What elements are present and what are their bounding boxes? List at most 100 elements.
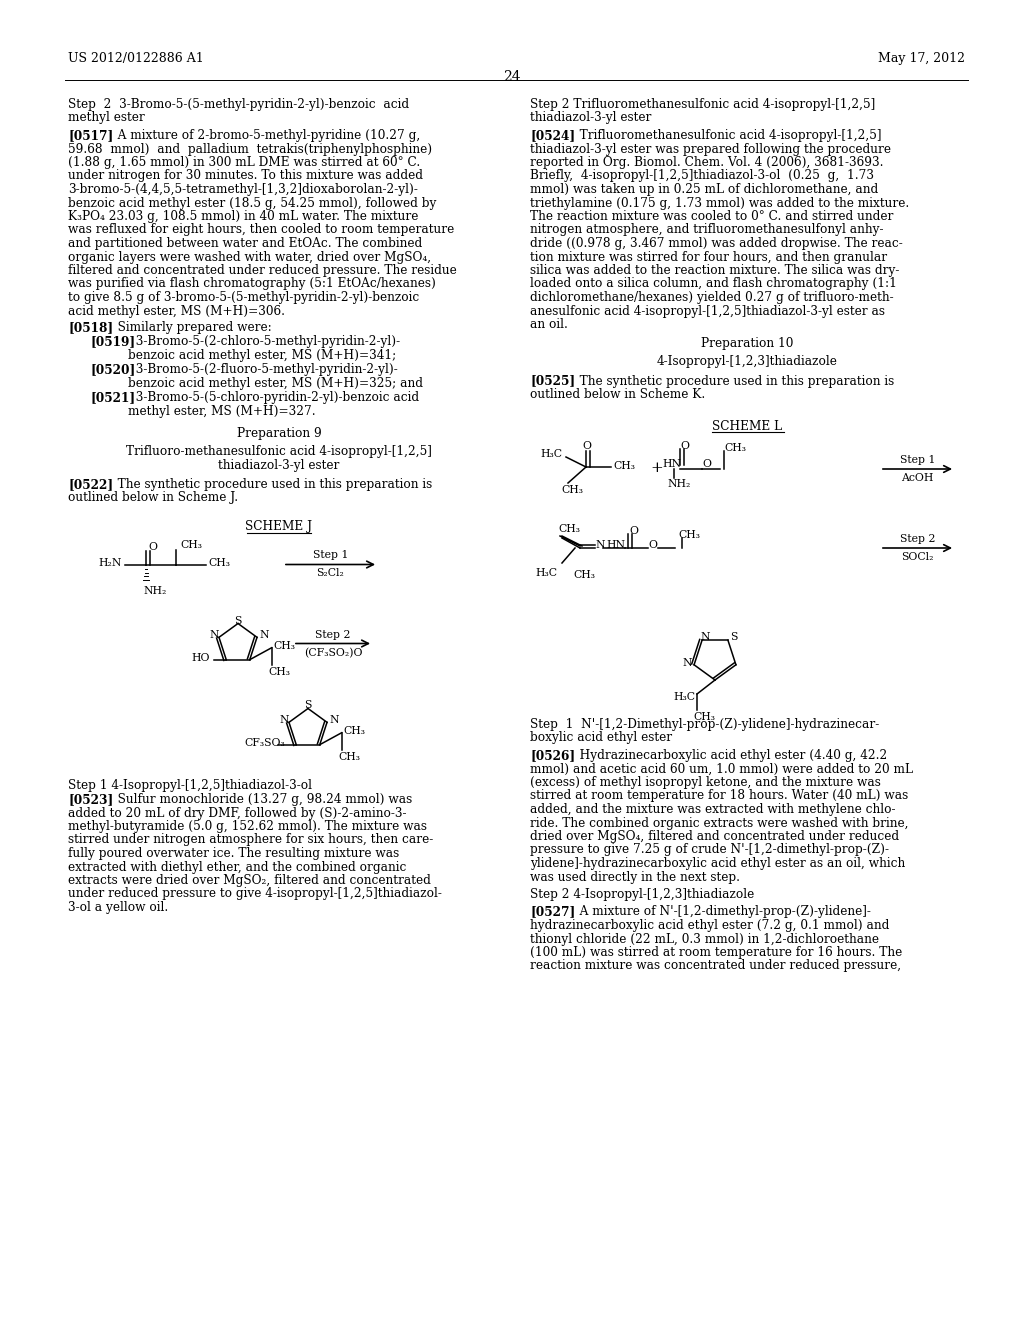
Text: Step 2: Step 2: [315, 630, 351, 639]
Text: Similarly prepared were:: Similarly prepared were:: [106, 321, 271, 334]
Text: CH₃: CH₃: [273, 640, 296, 651]
Text: outlined below in Scheme K.: outlined below in Scheme K.: [530, 388, 706, 401]
Text: CH₃: CH₃: [613, 461, 635, 471]
Text: CH₃: CH₃: [693, 711, 715, 722]
Text: O: O: [702, 459, 711, 469]
Text: triethylamine (0.175 g, 1.73 mmol) was added to the mixture.: triethylamine (0.175 g, 1.73 mmol) was a…: [530, 197, 909, 210]
Text: an oil.: an oil.: [530, 318, 568, 331]
Text: AcOH: AcOH: [901, 473, 934, 483]
Text: loaded onto a silica column, and flash chromatography (1:1: loaded onto a silica column, and flash c…: [530, 277, 897, 290]
Text: and partitioned between water and EtOAc. The combined: and partitioned between water and EtOAc.…: [68, 238, 422, 249]
Text: CH₃: CH₃: [678, 531, 700, 540]
Text: NH₂: NH₂: [667, 479, 690, 488]
Text: A mixture of N'-[1,2-dimethyl-prop-(Z)-ylidene]-: A mixture of N'-[1,2-dimethyl-prop-(Z)-y…: [568, 906, 870, 919]
Text: 3-bromo-5-(4,4,5,5-tetramethyl-[1,3,2]dioxaborolan-2-yl)-: 3-bromo-5-(4,4,5,5-tetramethyl-[1,3,2]di…: [68, 183, 418, 195]
Text: CH₃: CH₃: [573, 570, 595, 579]
Text: The reaction mixture was cooled to 0° C. and stirred under: The reaction mixture was cooled to 0° C.…: [530, 210, 893, 223]
Text: H₃C: H₃C: [535, 568, 557, 578]
Text: CH₃: CH₃: [561, 484, 583, 495]
Text: The synthetic procedure used in this preparation is: The synthetic procedure used in this pre…: [106, 478, 432, 491]
Text: benzoic acid methyl ester, MS (M+H)=341;: benzoic acid methyl ester, MS (M+H)=341;: [128, 348, 396, 362]
Text: Step  1  N'-[1,2-Dimethyl-prop-(Z)-ylidene]-hydrazinecar-: Step 1 N'-[1,2-Dimethyl-prop-(Z)-ylidene…: [530, 718, 880, 731]
Text: N: N: [595, 540, 604, 550]
Text: filtered and concentrated under reduced pressure. The residue: filtered and concentrated under reduced …: [68, 264, 457, 277]
Text: 24: 24: [503, 70, 521, 84]
Text: was used directly in the next step.: was used directly in the next step.: [530, 870, 740, 883]
Text: [0524]: [0524]: [530, 129, 575, 143]
Text: SCHEME L: SCHEME L: [713, 420, 782, 433]
Text: N: N: [700, 632, 710, 643]
Text: extracted with diethyl ether, and the combined organic: extracted with diethyl ether, and the co…: [68, 861, 407, 874]
Text: S: S: [304, 701, 311, 710]
Text: [0517]: [0517]: [68, 129, 114, 143]
Text: O: O: [648, 540, 657, 550]
Text: mmol) was taken up in 0.25 mL of dichloromethane, and: mmol) was taken up in 0.25 mL of dichlor…: [530, 183, 879, 195]
Text: K₃PO₄ 23.03 g, 108.5 mmol) in 40 mL water. The mixture: K₃PO₄ 23.03 g, 108.5 mmol) in 40 mL wate…: [68, 210, 419, 223]
Text: H₃C: H₃C: [540, 449, 562, 459]
Text: added to 20 mL of dry DMF, followed by (S)-2-amino-3-: added to 20 mL of dry DMF, followed by (…: [68, 807, 407, 820]
Text: [0525]: [0525]: [530, 375, 575, 388]
Text: [0523]: [0523]: [68, 793, 114, 807]
Text: [0526]: [0526]: [530, 748, 575, 762]
Text: Step  2  3-Bromo-5-(5-methyl-pyridin-2-yl)-benzoic  acid: Step 2 3-Bromo-5-(5-methyl-pyridin-2-yl)…: [68, 98, 410, 111]
Text: CH₃: CH₃: [344, 726, 366, 735]
Text: 4-Isopropyl-[1,2,3]thiadiazole: 4-Isopropyl-[1,2,3]thiadiazole: [657, 355, 838, 368]
Text: N: N: [209, 631, 218, 640]
Text: N: N: [259, 631, 268, 640]
Text: thiadiazol-3-yl ester was prepared following the procedure: thiadiazol-3-yl ester was prepared follo…: [530, 143, 891, 156]
Text: under nitrogen for 30 minutes. To this mixture was added: under nitrogen for 30 minutes. To this m…: [68, 169, 423, 182]
Text: benzoic acid methyl ester, MS (M+H)=325; and: benzoic acid methyl ester, MS (M+H)=325;…: [128, 378, 423, 389]
Text: Hydrazinecarboxylic acid ethyl ester (4.40 g, 42.2: Hydrazinecarboxylic acid ethyl ester (4.…: [568, 748, 887, 762]
Text: HN: HN: [662, 459, 681, 469]
Text: S₂Cl₂: S₂Cl₂: [316, 569, 344, 578]
Text: was refluxed for eight hours, then cooled to room temperature: was refluxed for eight hours, then coole…: [68, 223, 455, 236]
Text: US 2012/0122886 A1: US 2012/0122886 A1: [68, 51, 204, 65]
Text: May 17, 2012: May 17, 2012: [878, 51, 965, 65]
Text: O: O: [148, 541, 157, 552]
Text: nitrogen atmosphere, and trifluoromethanesulfonyl anhy-: nitrogen atmosphere, and trifluoromethan…: [530, 223, 884, 236]
Text: 3-Bromo-5-(2-chloro-5-methyl-pyridin-2-yl)-: 3-Bromo-5-(2-chloro-5-methyl-pyridin-2-y…: [128, 335, 400, 348]
Text: N: N: [329, 715, 339, 725]
Text: Step 1: Step 1: [900, 455, 935, 465]
Text: reported in Org. Biomol. Chem. Vol. 4 (2006), 3681-3693.: reported in Org. Biomol. Chem. Vol. 4 (2…: [530, 156, 884, 169]
Text: N: N: [682, 657, 691, 668]
Text: (CF₃SO₂)O: (CF₃SO₂)O: [304, 648, 362, 657]
Text: [0521]: [0521]: [90, 392, 135, 404]
Text: Step 2: Step 2: [900, 535, 935, 544]
Text: Preparation 10: Preparation 10: [701, 338, 794, 351]
Text: Sulfur monochloride (13.27 g, 98.24 mmol) was: Sulfur monochloride (13.27 g, 98.24 mmol…: [106, 793, 413, 807]
Text: added, and the mixture was extracted with methylene chlo-: added, and the mixture was extracted wit…: [530, 803, 896, 816]
Text: CH₃: CH₃: [208, 557, 230, 568]
Text: Step 2 Trifluoromethanesulfonic acid 4-isopropyl-[1,2,5]: Step 2 Trifluoromethanesulfonic acid 4-i…: [530, 98, 876, 111]
Text: pressure to give 7.25 g of crude N'-[1,2-dimethyl-prop-(Z)-: pressure to give 7.25 g of crude N'-[1,2…: [530, 843, 889, 857]
Text: anesulfonic acid 4-isopropyl-[1,2,5]thiadiazol-3-yl ester as: anesulfonic acid 4-isopropyl-[1,2,5]thia…: [530, 305, 885, 318]
Text: SOCl₂: SOCl₂: [901, 552, 934, 562]
Text: thiadiazol-3-yl ester: thiadiazol-3-yl ester: [530, 111, 651, 124]
Text: Trifluoromethanesulfonic acid 4-isopropyl-[1,2,5]: Trifluoromethanesulfonic acid 4-isopropy…: [568, 129, 882, 143]
Text: (excess) of methyl isopropyl ketone, and the mixture was: (excess) of methyl isopropyl ketone, and…: [530, 776, 881, 789]
Text: [0527]: [0527]: [530, 906, 575, 919]
Text: A mixture of 2-bromo-5-methyl-pyridine (10.27 g,: A mixture of 2-bromo-5-methyl-pyridine (…: [106, 129, 420, 143]
Text: CH₃: CH₃: [268, 667, 291, 677]
Text: (1.88 g, 1.65 mmol) in 300 mL DME was stirred at 60° C.: (1.88 g, 1.65 mmol) in 300 mL DME was st…: [68, 156, 420, 169]
Text: outlined below in Scheme J.: outlined below in Scheme J.: [68, 491, 239, 504]
Text: ylidene]-hydrazinecarboxylic acid ethyl ester as an oil, which: ylidene]-hydrazinecarboxylic acid ethyl …: [530, 857, 905, 870]
Text: [0522]: [0522]: [68, 478, 113, 491]
Text: Step 2 4-Isopropyl-[1,2,3]thiadiazole: Step 2 4-Isopropyl-[1,2,3]thiadiazole: [530, 888, 755, 902]
Text: dichloromethane/hexanes) yielded 0.27 g of trifluoro-meth-: dichloromethane/hexanes) yielded 0.27 g …: [530, 290, 894, 304]
Text: +: +: [650, 461, 663, 475]
Text: CH₃: CH₃: [558, 524, 580, 535]
Text: Step 1 4-Isopropyl-[1,2,5]thiadiazol-3-ol: Step 1 4-Isopropyl-[1,2,5]thiadiazol-3-o…: [68, 779, 312, 792]
Text: hydrazinecarboxylic acid ethyl ester (7.2 g, 0.1 mmol) and: hydrazinecarboxylic acid ethyl ester (7.…: [530, 919, 890, 932]
Text: [0520]: [0520]: [90, 363, 135, 376]
Text: boxylic acid ethyl ester: boxylic acid ethyl ester: [530, 731, 672, 744]
Text: CH₃: CH₃: [180, 540, 202, 549]
Text: CH₃: CH₃: [724, 444, 746, 453]
Text: Briefly,  4-isopropyl-[1,2,5]thiadiazol-3-ol  (0.25  g,  1.73: Briefly, 4-isopropyl-[1,2,5]thiadiazol-3…: [530, 169, 874, 182]
Text: O: O: [582, 441, 591, 451]
Text: silica was added to the reaction mixture. The silica was dry-: silica was added to the reaction mixture…: [530, 264, 899, 277]
Text: N: N: [279, 715, 289, 725]
Text: stirred under nitrogen atmosphere for six hours, then care-: stirred under nitrogen atmosphere for si…: [68, 833, 433, 846]
Text: methyl ester: methyl ester: [68, 111, 144, 124]
Text: H₂N: H₂N: [98, 557, 122, 568]
